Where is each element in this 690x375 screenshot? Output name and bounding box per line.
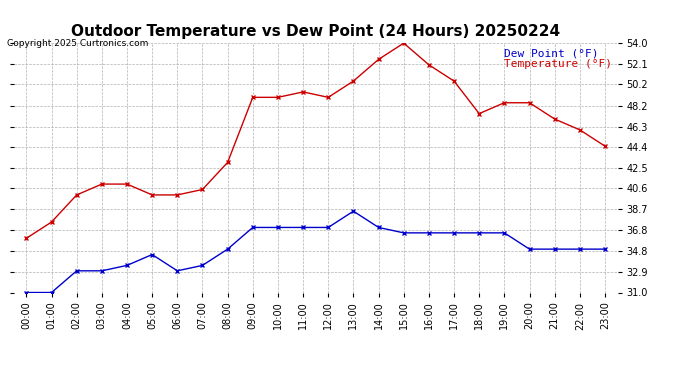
Text: Copyright 2025 Curtronics.com: Copyright 2025 Curtronics.com: [7, 39, 148, 48]
Title: Outdoor Temperature vs Dew Point (24 Hours) 20250224: Outdoor Temperature vs Dew Point (24 Hou…: [71, 24, 560, 39]
Legend: Dew Point (°F), Temperature (°F): Dew Point (°F), Temperature (°F): [504, 49, 612, 69]
